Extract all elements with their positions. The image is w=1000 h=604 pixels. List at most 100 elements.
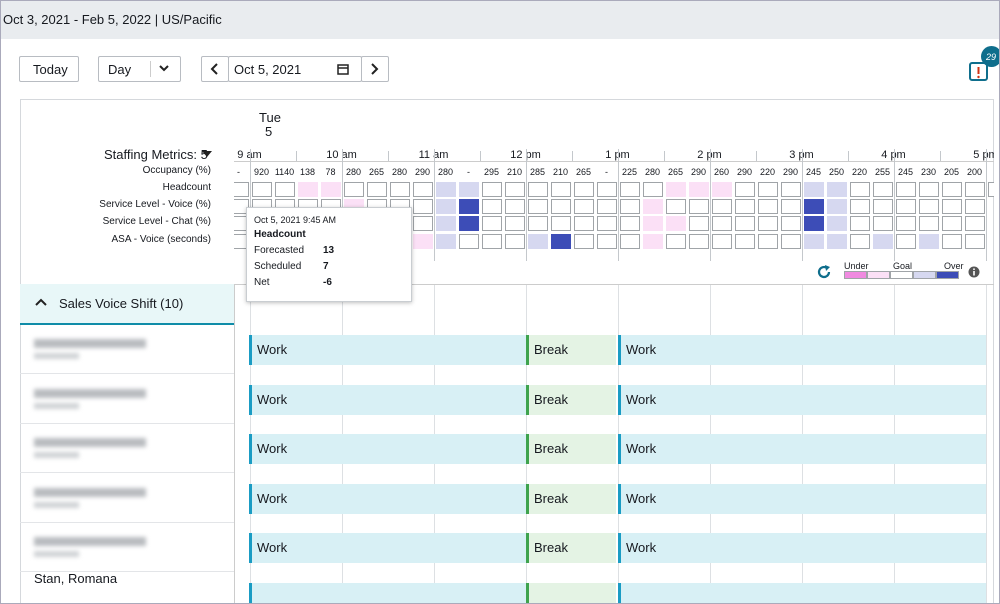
metric-cell	[343, 182, 364, 197]
metric-cell	[642, 182, 663, 197]
activity-block	[526, 582, 616, 603]
activity-label: Break	[534, 540, 568, 555]
metric-cell	[941, 182, 962, 197]
prev-button[interactable]	[201, 56, 229, 82]
info-icon[interactable]	[968, 266, 980, 278]
metric-cell	[711, 199, 732, 214]
activity-block: Work	[249, 483, 526, 514]
metric-cell	[435, 182, 456, 197]
metric-cell	[573, 199, 594, 214]
metric-cell	[826, 216, 847, 231]
legend-refresh[interactable]	[815, 263, 833, 281]
next-button[interactable]	[361, 56, 389, 82]
metrics-title[interactable]: Staffing Metrics: 5	[104, 147, 208, 162]
activity-block: Work	[618, 483, 986, 514]
agent-name: Stan, Romana	[34, 570, 118, 586]
row-divider	[20, 373, 234, 374]
metric-value: 220	[851, 167, 868, 177]
metric-value: 210	[552, 167, 569, 177]
date-input-value: Oct 5, 2021	[234, 62, 302, 77]
metric-cell	[412, 182, 433, 197]
metric-cell	[527, 216, 548, 231]
activity-block: Work	[249, 533, 526, 563]
today-label: Today	[33, 62, 68, 77]
activity-block: Work	[249, 384, 526, 415]
legend-swatch	[936, 271, 959, 279]
half-hour-tick	[939, 151, 941, 161]
metric-cell	[665, 182, 686, 197]
metric-value: 260	[713, 167, 730, 177]
tooltip-row-label: Scheduled	[254, 261, 302, 272]
chevron-left	[210, 63, 218, 75]
agent-name-blurred	[34, 537, 146, 546]
metric-cell	[826, 234, 847, 249]
metric-cell	[826, 182, 847, 197]
metric-cell	[941, 199, 962, 214]
tooltip-row-value: 7	[323, 261, 329, 272]
activity-label: Break	[534, 342, 568, 357]
hour-line	[525, 149, 527, 261]
metric-value: 210	[506, 167, 523, 177]
metric-value: 245	[897, 167, 914, 177]
metric-value: 285	[529, 167, 546, 177]
activity-label: Work	[257, 391, 288, 407]
row-divider	[20, 571, 234, 572]
metric-cell	[458, 182, 479, 197]
metric-cell	[596, 199, 617, 214]
metric-cell	[918, 216, 939, 231]
metric-cell	[895, 199, 916, 214]
activity-block: Work	[618, 384, 986, 415]
metric-label: Headcount	[162, 182, 211, 193]
metric-cell	[504, 199, 525, 214]
notification-icon[interactable]	[967, 59, 991, 83]
legend-swatch	[867, 271, 890, 279]
metric-cell	[734, 199, 755, 214]
agent-id-blurred	[34, 402, 79, 409]
group-header[interactable]	[20, 284, 234, 325]
metric-value: -	[467, 167, 470, 177]
metric-cell	[918, 182, 939, 197]
hour-line	[893, 149, 895, 261]
metric-cell	[550, 182, 571, 197]
metric-value: 280	[437, 167, 454, 177]
metric-value: 250	[828, 167, 845, 177]
activity-label: Work	[626, 540, 657, 555]
view-select[interactable]	[98, 56, 181, 82]
activity-label: Work	[626, 441, 657, 456]
date-input[interactable]	[228, 56, 362, 82]
metric-label: Occupancy (%)	[142, 165, 211, 176]
metric-cell	[435, 234, 456, 249]
metric-value: -	[605, 167, 608, 177]
half-hour-tick	[847, 151, 849, 161]
metric-cell	[458, 199, 479, 214]
time-label: 9 am	[237, 149, 262, 161]
metric-value: 280	[345, 167, 362, 177]
day-number: 5	[265, 124, 273, 139]
agent-id-blurred	[34, 551, 79, 557]
metric-cell	[665, 234, 686, 249]
calendar-icon	[337, 64, 349, 75]
activity-block: Break	[526, 533, 616, 563]
metric-cell	[711, 182, 732, 197]
metric-cell	[734, 234, 755, 249]
chevron-down	[159, 65, 169, 72]
tooltip-metric: Headcount	[254, 229, 306, 240]
activity-label: Work	[626, 342, 657, 357]
date-range: Oct 3, 2021 - Feb 5, 2022 | US/Pacific	[3, 12, 222, 27]
activity-block: Break	[526, 335, 616, 365]
metric-cell	[964, 199, 985, 214]
metric-value: -	[237, 167, 240, 177]
metric-cell	[918, 199, 939, 214]
metric-cell	[803, 234, 824, 249]
today-button[interactable]	[19, 56, 79, 82]
metrics-caret	[202, 151, 212, 157]
metric-cell	[849, 199, 870, 214]
metric-value: 290	[690, 167, 707, 177]
activity-block: Work	[618, 434, 986, 464]
hour-line	[341, 149, 343, 261]
metric-cell	[596, 234, 617, 249]
metric-cell	[573, 216, 594, 231]
half-hour-tick	[295, 151, 297, 161]
row-divider	[20, 422, 234, 424]
metric-cell	[941, 234, 962, 249]
